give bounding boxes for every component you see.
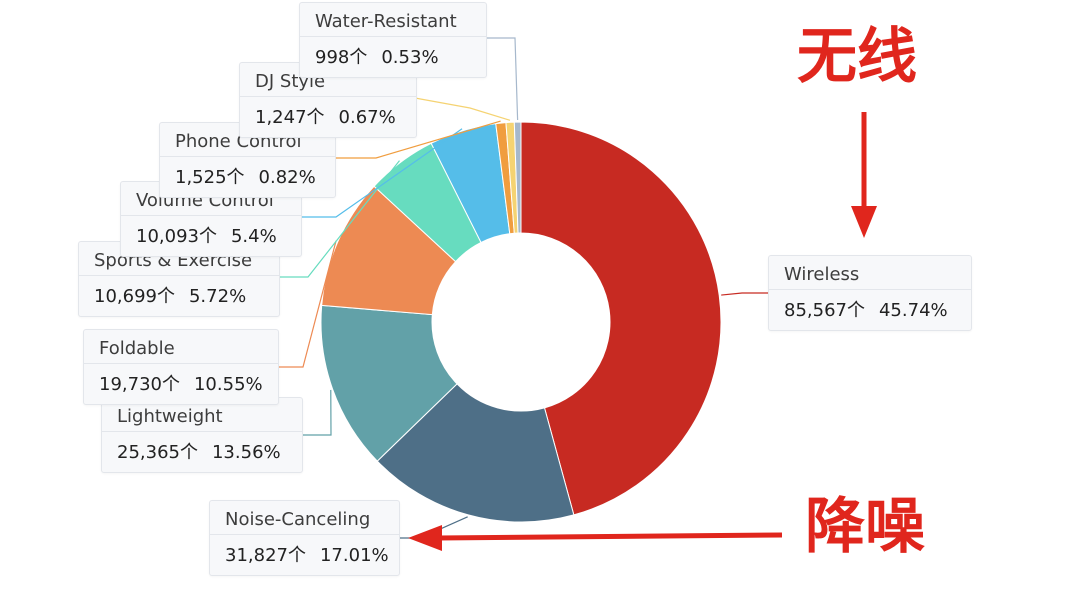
label-stats: 10,699个 5.72% [79,276,279,316]
label-count: 998个 [315,47,368,68]
label-divider [300,36,486,37]
leader-line-sports-exercise [278,160,400,278]
leader-line-lightweight [301,389,332,436]
annotation-noise-canceling: 降噪 [805,492,925,562]
label-water-resistant: Water-Resistant 998个 0.53% [299,2,487,78]
label-count: 1,525个 [175,167,245,188]
label-percent: 17.01% [319,545,389,566]
leader-line-phone-control [334,120,501,159]
arrow-left-shaft [437,532,783,541]
label-noise-canceling: Noise-Canceling 31,827个 17.01% [209,500,400,576]
slice-wireless[interactable] [520,121,722,516]
label-name: Foldable [99,338,175,359]
label-name: Lightweight [117,406,223,427]
label-percent: 0.82% [258,167,316,188]
arrow-down-head [851,206,877,238]
label-count: 25,365个 [117,442,198,463]
label-count: 85,567个 [784,300,865,321]
label-divider [160,156,335,157]
slice-noise-canceling[interactable] [376,383,575,523]
label-percent: 5.4% [230,226,277,247]
label-divider [210,534,399,535]
label-foldable: Foldable 19,730个 10.55% [83,329,279,405]
label-divider [121,215,301,216]
label-count: 1,247个 [255,107,325,128]
label-name: Wireless [784,264,860,285]
label-divider [79,275,279,276]
leader-line-wireless [721,292,768,296]
leader-line-dj-style [414,97,511,121]
label-percent: 45.74% [878,300,948,321]
annotation-wireless: 无线 [797,22,917,92]
label-count: 19,730个 [99,374,180,395]
label-stats: 1,525个 0.82% [160,157,335,197]
leader-line-volume-control [300,128,463,218]
label-divider [102,431,302,432]
label-stats: 1,247个 0.67% [240,97,416,137]
label-name: Noise-Canceling [225,509,371,530]
label-count: 31,827个 [225,545,306,566]
label-percent: 13.56% [211,442,281,463]
leader-line-foldable [277,240,337,368]
label-divider [769,289,971,290]
label-name: Water-Resistant [315,11,457,32]
slice-lightweight[interactable] [320,304,458,462]
label-percent: 0.67% [338,107,396,128]
label-count: 10,699个 [94,286,175,307]
label-divider [240,96,416,97]
label-stats: 998个 0.53% [300,37,486,77]
label-stats: 85,567个 45.74% [769,290,971,330]
label-percent: 10.55% [193,374,263,395]
label-lightweight: Lightweight 25,365个 13.56% [101,397,303,473]
arrow-left-head [408,525,442,551]
label-stats: 10,093个 5.4% [121,216,301,256]
label-wireless: Wireless 85,567个 45.74% [768,255,972,331]
label-percent: 0.53% [381,47,439,68]
label-stats: 25,365个 13.56% [102,432,302,472]
label-stats: 19,730个 10.55% [84,364,278,404]
label-divider [84,363,278,364]
label-stats: 31,827个 17.01% [210,535,399,575]
leader-line-water-resistant [485,37,519,121]
slice-water-resistant[interactable] [513,121,522,234]
label-percent: 5.72% [188,286,247,307]
label-count: 10,093个 [136,226,217,247]
